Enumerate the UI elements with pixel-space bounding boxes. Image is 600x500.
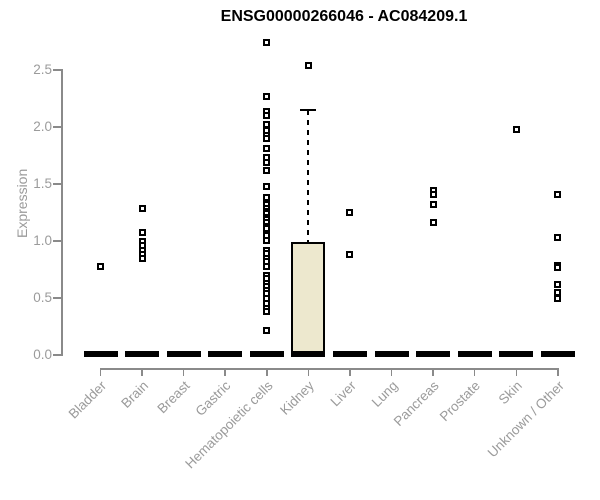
x-tick [99,368,102,376]
outlier-point [263,112,271,120]
outlier-point [138,254,146,262]
x-tick [307,368,310,376]
outlier-point [263,326,271,334]
zero-median-bar [416,351,451,357]
outlier-point [263,194,271,202]
x-tick [432,368,434,376]
outlier-point [429,219,437,227]
zero-median-bar [374,351,409,357]
x-tick-label: Breast [154,378,193,417]
y-tick [53,126,61,128]
outlier-point [263,92,271,100]
chart-title: ENSG00000266046 - AC084209.1 [220,8,468,25]
y-tick [53,297,61,299]
outlier-point [554,190,562,198]
y-tick-label: 2.0 [33,119,52,134]
outlier-point [263,145,271,153]
outlier-point [554,294,562,302]
y-tick-label: 1.5 [33,176,52,191]
outlier-point [138,204,146,212]
outlier-point [263,225,271,233]
outlier-point [263,166,271,174]
outlier-point [263,236,271,244]
zero-median-bar [499,351,534,357]
zero-median-bar [291,351,326,357]
outlier-point [263,182,271,190]
y-axis-line [61,69,63,356]
y-tick [53,240,61,242]
kidney-box [291,242,326,357]
x-tick-label: Bladder [65,378,110,422]
y-tick [53,354,61,356]
x-tick [349,368,351,376]
outlier-point [263,262,271,270]
outlier-point [554,263,562,271]
outlier-point [346,251,354,259]
zero-median-bar [457,351,492,357]
x-tick [557,368,559,376]
x-tick-label: Liver [327,378,359,410]
outlier-point [263,158,271,166]
zero-median-bar [332,351,367,357]
y-tick-label: 1.0 [33,233,52,248]
outlier-point [304,62,312,70]
upper-whisker [307,110,310,243]
x-tick-label: Lung [368,378,401,410]
x-tick-label: Skin [495,378,525,408]
x-tick [390,368,393,376]
zero-median-bar [249,351,284,357]
x-tick [473,368,476,376]
outlier-point [429,190,437,198]
x-tick [141,368,143,376]
outlier-point [429,201,437,209]
x-tick-label: Unknown / Other [484,378,567,461]
x-tick-label: Kidney [277,378,317,418]
x-tick-label: Gastric [192,378,234,419]
zero-median-bar [540,351,575,357]
x-tick [515,368,518,376]
outlier-point [263,39,271,47]
outlier-point [346,209,354,217]
y-tick [53,69,61,71]
x-tick [224,368,226,376]
outlier-point [263,135,271,143]
y-tick-label: 0.5 [33,290,52,305]
whisker-cap [300,109,317,112]
zero-median-bar [83,351,118,357]
outlier-point [554,280,562,288]
y-tick-label: 0.0 [33,347,52,362]
outlier-point [554,234,562,242]
outlier-point [138,228,146,236]
zero-median-bar [166,351,201,357]
y-tick-label: 2.5 [33,62,52,77]
outlier-point [512,125,520,133]
x-tick-label: Brain [117,378,151,411]
zero-median-bar [208,351,243,357]
x-tick [182,368,185,376]
y-tick [53,183,61,185]
x-tick-label: Prostate [437,378,484,425]
x-tick [266,368,268,376]
outlier-point [97,262,104,270]
zero-median-bar [125,351,160,357]
outlier-point [263,308,271,316]
x-axis-line [99,368,559,370]
